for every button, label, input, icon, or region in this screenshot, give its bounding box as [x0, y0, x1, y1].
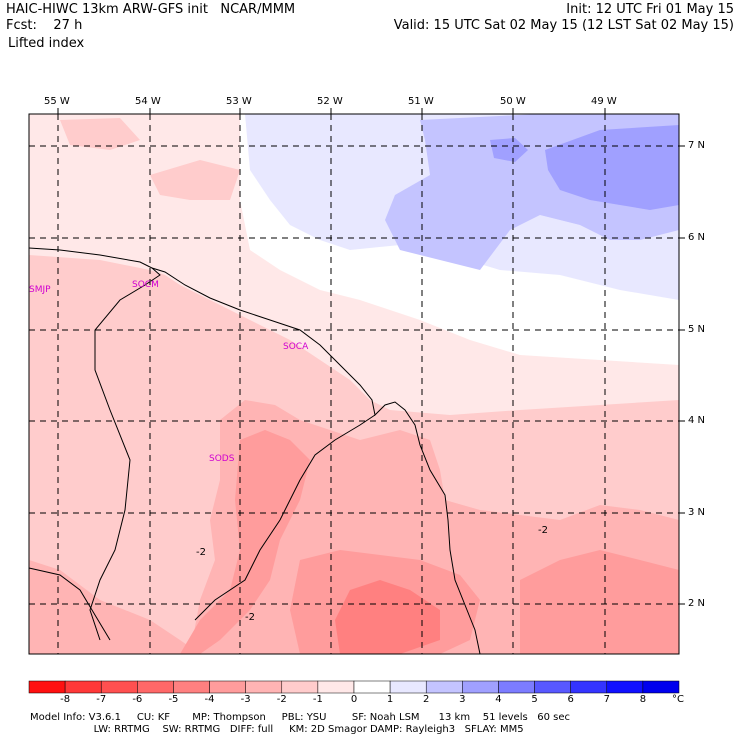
colorbar-tick-label: 0 [350, 694, 358, 705]
colorbar-swatch [245, 680, 283, 694]
colorbar-tick-label: 1 [386, 694, 394, 705]
colorbar-swatch [462, 680, 499, 694]
colorbar-tick-label: 6 [567, 694, 574, 705]
colorbar-swatch [425, 680, 463, 694]
valid-time: Valid: 15 UTC Sat 02 May 15 (12 LST Sat … [393, 18, 734, 33]
forecast-hour: Fcst: 27 h [6, 18, 83, 33]
colorbar-tick-label: 8 [639, 694, 647, 705]
field-positive-3b [490, 138, 528, 162]
lat-label-5n: 5 N [688, 324, 706, 335]
colorbar-tick-label: -5 [168, 694, 179, 705]
colorbar-tick-label: 7 [603, 694, 610, 705]
contour-label: -2 [245, 612, 255, 623]
colorbar-swatch [317, 680, 355, 694]
colorbar-swatch [642, 680, 680, 694]
colorbar-tick-label: -8 [60, 694, 71, 705]
colorbar-swatch [389, 680, 427, 694]
lat-label-2n: 2 N [688, 598, 706, 609]
map-frame [28, 113, 680, 655]
colorbar-tick-label: -7 [96, 694, 107, 705]
station-sods: SODS [209, 454, 235, 464]
colorbar-tick-label: 4 [495, 694, 502, 705]
colorbar-tick-label: 2 [423, 694, 430, 705]
colorbar-swatch [353, 680, 391, 694]
lon-label-51w: 51 W [408, 96, 434, 107]
model-title: HAIC-HIWC 13km ARW-GFS init NCAR/MMM [6, 2, 296, 17]
lon-label-54w: 54 W [135, 96, 161, 107]
field-name: Lifted index [8, 36, 85, 51]
lon-label-49w: 49 W [591, 96, 617, 107]
lat-label-3n: 3 N [688, 507, 706, 518]
colorbar-tick-label: -1 [312, 694, 323, 705]
colorbar-tick-label: -6 [132, 694, 143, 705]
colorbar-swatch [64, 680, 102, 694]
colorbar-tick-label: 5 [531, 694, 538, 705]
border-east [194, 414, 376, 621]
station-socm: SOCM [132, 280, 159, 290]
field-neg-1-patch [150, 160, 240, 200]
model-info-line1: Model Info: V3.6.1 CU: KF MP: Thompson P… [30, 712, 570, 723]
model-info-line2: LW: RRTMG SW: RRTMG DIFF: full KM: 2D Sm… [30, 724, 524, 735]
field-neg-3-east [520, 550, 679, 654]
colorbar-tick-label: 3 [459, 694, 466, 705]
colorbar-swatch [137, 680, 174, 694]
init-time: Init: 12 UTC Fri 01 May 15 [566, 2, 734, 17]
colorbar-swatch [570, 680, 608, 694]
lon-label-50w: 50 W [500, 96, 526, 107]
field-neg-1-nw [60, 118, 140, 150]
colorbar-swatch [100, 680, 138, 694]
lon-label-52w: 52 W [317, 96, 343, 107]
colorbar-swatch [28, 680, 66, 694]
colorbar-swatch [606, 680, 644, 694]
colorbar-tick-label: -3 [240, 694, 251, 705]
station-smjp: SMJP [29, 285, 51, 295]
colorbar-swatch [173, 680, 210, 694]
colorbar-tick-label: -2 [276, 694, 287, 705]
contour-label: -2 [538, 525, 548, 536]
border-inner [28, 567, 111, 641]
station-soca: SOCA [283, 342, 309, 352]
colorbar-tick-label: -4 [204, 694, 215, 705]
lat-label-7n: 7 N [688, 140, 706, 151]
lon-label-55w: 55 W [44, 96, 70, 107]
field-neg-3-core [180, 430, 310, 654]
field-neg-4-core [335, 580, 440, 654]
border-west [89, 267, 161, 641]
contour-label: -2 [196, 547, 206, 558]
lat-label-4n: 4 N [688, 415, 706, 426]
colorbar-swatch [534, 680, 571, 694]
colorbar-swatch [209, 680, 246, 694]
lon-label-53w: 53 W [226, 96, 252, 107]
coastline [28, 247, 481, 655]
colorbar-unit: °C [672, 694, 684, 705]
colorbar-swatch [498, 680, 535, 694]
colorbar-swatch [281, 680, 319, 694]
colorbar [28, 680, 680, 694]
lat-label-6n: 6 N [688, 232, 706, 243]
